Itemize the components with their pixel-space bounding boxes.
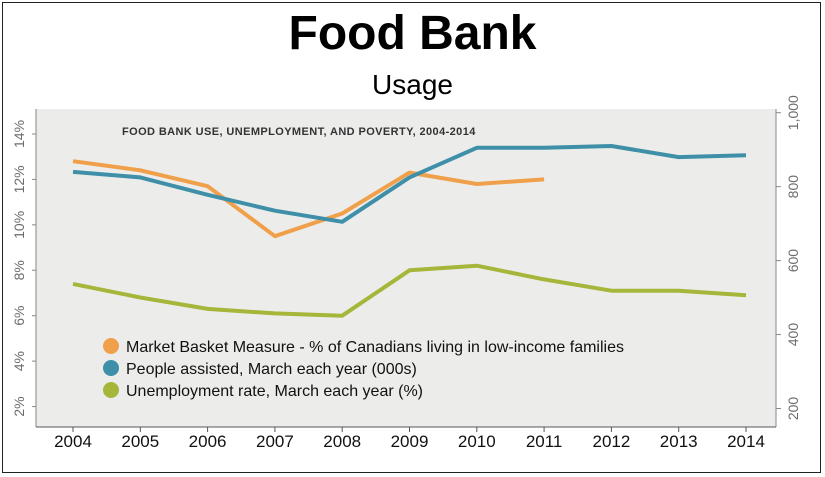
- x-axis-tick-label: 2007: [256, 432, 294, 451]
- x-axis-tick-label: 2011: [526, 432, 563, 451]
- x-axis-tick-label: 2006: [189, 432, 227, 451]
- legend-marker: [103, 382, 119, 398]
- plot-background: [36, 109, 776, 427]
- left-axis-tick-label: 2%: [11, 396, 27, 416]
- legend: Market Basket Measure - % of Canadians l…: [103, 338, 624, 400]
- left-axis-tick-label: 4%: [11, 351, 27, 371]
- legend-label: Market Basket Measure - % of Canadians l…: [126, 339, 624, 356]
- x-axis-tick-label: 2010: [458, 432, 496, 451]
- chart-title: FOOD BANK USE, UNEMPLOYMENT, AND POVERTY…: [122, 126, 476, 138]
- right-axis-tick-label: 800: [785, 175, 801, 199]
- x-axis-tick-label: 2005: [121, 432, 159, 451]
- legend-label: People assisted, March each year (000s): [126, 361, 417, 378]
- right-axis-tick-label: 200: [785, 397, 801, 421]
- x-axis-tick-label: 2009: [391, 432, 429, 451]
- page-title: Food Bank: [288, 7, 537, 60]
- x-axis-tick-label: 2008: [323, 432, 361, 451]
- left-axis-ticks: 2% 4% 6% 8% 10% 12% 14%: [11, 120, 36, 417]
- left-axis-tick-label: 12%: [11, 165, 27, 193]
- right-axis-ticks: 200 400 600 800 1,000: [776, 95, 801, 420]
- series-lines: [72, 144, 747, 318]
- left-axis-tick-label: 8%: [11, 260, 27, 280]
- right-axis-tick-label: 400: [785, 323, 801, 347]
- legend-marker: [103, 338, 119, 354]
- x-axis-ticks: 2004 2005 2006 2007 2008 2009 2010 2011 2012 2013…: [54, 427, 765, 451]
- x-axis-tick-label: 2013: [660, 432, 698, 451]
- page-subtitle: Usage: [372, 69, 453, 100]
- left-axis-tick-label: 6%: [11, 306, 27, 326]
- x-axis-tick-label: 2012: [592, 432, 630, 451]
- left-axis-tick-label: 14%: [11, 120, 27, 148]
- legend-marker: [103, 360, 119, 376]
- left-axis-tick-label: 10%: [11, 211, 27, 239]
- right-axis-tick-label: 1,000: [785, 95, 801, 130]
- series-line-3: [72, 263, 747, 318]
- x-axis-tick-label: 2004: [54, 432, 92, 451]
- series-line-2: [72, 144, 747, 224]
- series-line-1: [72, 159, 545, 239]
- legend-label: Unemployment rate, March each year (%): [126, 383, 423, 400]
- x-axis-tick-label: 2014: [727, 432, 765, 451]
- right-axis-tick-label: 600: [785, 249, 801, 273]
